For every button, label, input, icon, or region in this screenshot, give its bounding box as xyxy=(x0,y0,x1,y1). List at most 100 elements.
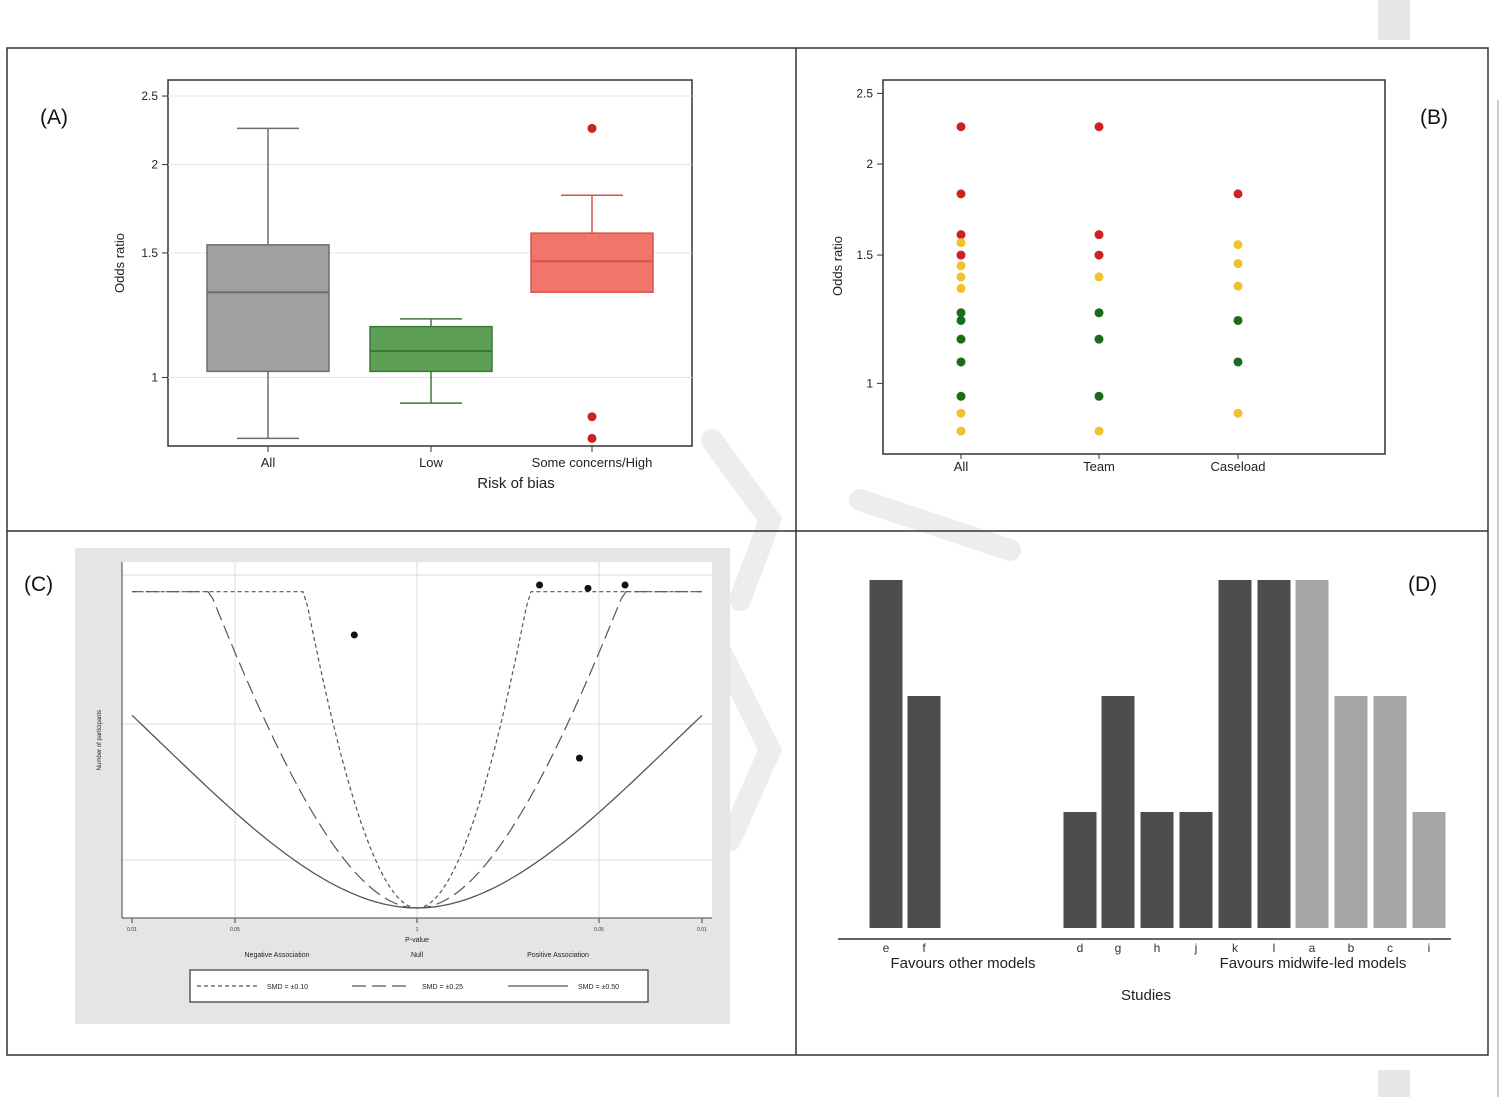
scatter-point-yellow xyxy=(1233,259,1243,269)
box-outlier xyxy=(587,412,597,422)
scatter-point-yellow xyxy=(956,283,966,293)
contour-0-25-right xyxy=(416,591,702,909)
corner-mark-top xyxy=(1378,0,1410,40)
scatter-point-yellow xyxy=(956,238,966,248)
contour-0-10-right xyxy=(416,591,702,909)
study-bar-e xyxy=(869,580,903,928)
study-label: c xyxy=(1387,941,1393,955)
scatter-point-green xyxy=(956,391,966,401)
study-bar-a xyxy=(1295,580,1329,928)
scatter-point-green xyxy=(956,315,966,325)
panel-label-d: (D) xyxy=(1408,573,1438,596)
panel-a-ytick-label: 1 xyxy=(151,370,158,384)
scatter-point-red xyxy=(956,189,966,199)
panel-c-legend xyxy=(189,969,649,1003)
study-bar-g xyxy=(1101,696,1135,928)
box-iqr xyxy=(206,244,330,373)
box-all xyxy=(206,127,330,440)
group-label-midwife: Favours midwife-led models xyxy=(1220,955,1407,972)
scatter-point-red xyxy=(956,230,966,240)
panel-b-xtick-label: Team xyxy=(1083,459,1115,474)
scatter-point-yellow xyxy=(1094,426,1104,436)
study-label: j xyxy=(1194,941,1198,955)
box-iqr xyxy=(530,232,654,293)
study-bar-i xyxy=(1412,812,1446,928)
panel-d-bars: e f d g h j k l a b c i Favours other models Favour… xyxy=(838,580,1451,1004)
study-label: i xyxy=(1428,941,1431,955)
study-label: e xyxy=(883,941,890,955)
panel-c-annotation: Positive Association xyxy=(527,952,589,959)
scatter-point-green xyxy=(1094,391,1104,401)
corner-mark-bottom xyxy=(1378,1070,1410,1097)
panel-c-annotation: Negative Association xyxy=(245,952,310,959)
study-bar-d xyxy=(1063,812,1097,928)
study-bar-j xyxy=(1179,812,1213,928)
contour-0-50-right xyxy=(416,714,703,909)
box-outlier xyxy=(587,433,597,443)
scatter-point-red xyxy=(956,250,966,260)
panel-a-boxplot: 1 1.5 2 2.5 All Low Some concerns/High Odds r… xyxy=(112,79,693,492)
scatter-point-green xyxy=(1233,315,1243,325)
panel-label-b: (B) xyxy=(1420,106,1448,129)
legend-label: SMD = ±0.10 xyxy=(267,984,308,991)
panel-b-plot-area xyxy=(882,79,1386,455)
scatter-point-yellow xyxy=(1233,240,1243,250)
panel-a-ytick-label: 1.5 xyxy=(141,246,158,260)
panel-a-xtick-label: Low xyxy=(419,455,443,470)
scatter-point-green xyxy=(1094,308,1104,318)
scatter-point-green xyxy=(956,334,966,344)
panel-label-c: (C) xyxy=(24,573,54,596)
scatter-point-green xyxy=(1233,357,1243,367)
scatter-point-yellow xyxy=(1094,272,1104,282)
panel-c-annotation: Null xyxy=(411,952,424,959)
group-label-other: Favours other models xyxy=(890,955,1035,972)
scatter-point-yellow xyxy=(956,426,966,436)
panel-d-xlabel: Studies xyxy=(1121,987,1171,1004)
funnel-point xyxy=(621,581,629,589)
panel-b-ytick-label: 2 xyxy=(866,157,873,171)
panel-b-xtick-label: All xyxy=(954,459,969,474)
panel-frames xyxy=(6,47,1489,1056)
panel-a-ytick-label: 2.5 xyxy=(141,89,158,103)
contour-0-25-left xyxy=(132,591,418,909)
study-bar-l xyxy=(1257,580,1291,928)
funnel-point xyxy=(536,581,544,589)
scatter-point-red xyxy=(956,122,966,132)
panel-label-a: (A) xyxy=(40,106,68,129)
panel-c-ylabel: Number of participants xyxy=(97,710,103,770)
panel-c-xtick-label: 0.01 xyxy=(127,927,137,933)
scatter-point-red xyxy=(1094,230,1104,240)
study-label: a xyxy=(1309,941,1316,955)
contour-0-10-left xyxy=(132,591,418,909)
panel-b-xtick-label: Caseload xyxy=(1211,459,1266,474)
panel-a-xtick-label: Some concerns/High xyxy=(532,455,653,470)
funnel-point xyxy=(575,754,583,762)
panel-c-xlabel: P-value xyxy=(405,937,429,944)
legend-label: SMD = ±0.50 xyxy=(578,984,619,991)
panel-c-xtick-label: 0.05 xyxy=(230,927,240,933)
panel-c-grid xyxy=(122,562,712,918)
panel-a-xlabel: Risk of bias xyxy=(477,475,555,492)
watermark xyxy=(701,429,1021,851)
scatter-point-red xyxy=(1094,250,1104,260)
panel-b-ylabel: Odds ratio xyxy=(830,236,845,296)
study-label: g xyxy=(1115,941,1122,955)
funnel-point xyxy=(584,584,592,592)
study-bar-k xyxy=(1218,580,1252,928)
scatter-point-yellow xyxy=(956,408,966,418)
study-label: k xyxy=(1232,941,1239,955)
panel-a-ylabel: Odds ratio xyxy=(112,233,127,293)
scatter-point-yellow xyxy=(1233,281,1243,291)
panel-b-scatter: 1 1.5 2 2.5 All Team Caseload Odds ratio xyxy=(830,79,1386,474)
panel-c-xtick-label: 0.05 xyxy=(594,927,604,933)
scatter-point-yellow xyxy=(1233,408,1243,418)
box-outlier xyxy=(587,123,597,133)
scatter-point-green xyxy=(1094,334,1104,344)
box-low xyxy=(369,318,493,404)
study-label: d xyxy=(1077,941,1084,955)
scatter-point-green xyxy=(956,357,966,367)
study-bar-f xyxy=(907,696,941,928)
study-label: h xyxy=(1154,941,1161,955)
panel-b-ytick-label: 1 xyxy=(866,376,873,390)
